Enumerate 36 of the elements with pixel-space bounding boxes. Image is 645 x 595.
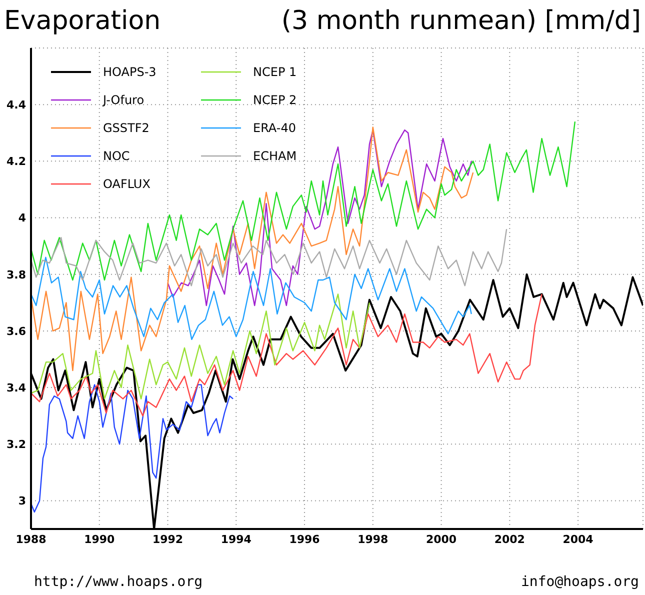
legend-label: NOC: [103, 149, 130, 163]
legend-label: ERA-40: [253, 121, 296, 135]
x-tick-label: 1988: [16, 532, 46, 546]
y-tick-label: 3.6: [6, 324, 26, 338]
text: http://www.hoaps.org: [34, 574, 203, 590]
chart-subtitle: (3 month runmean) [mm/d]: [281, 6, 641, 36]
y-tick-label: 3.2: [6, 438, 26, 452]
chart-title: Evaporation: [4, 6, 161, 36]
legend-label: GSSTF2: [103, 121, 150, 135]
legend-label: HOAPS-3: [103, 65, 156, 79]
x-tick-label: 2002: [494, 532, 525, 546]
y-tick-label: 3.8: [6, 268, 26, 282]
line-series: [31, 256, 472, 340]
line-series: [31, 384, 234, 513]
legend-label: NCEP 2: [253, 93, 297, 107]
y-tick-label: 4.2: [6, 155, 26, 168]
legend-label: NCEP 1: [253, 65, 297, 79]
legend-label: OAFLUX: [103, 177, 150, 191]
x-tick-label: 1990: [84, 532, 116, 546]
y-tick-label: 4.4: [6, 98, 26, 112]
y-tick-label: 3.4: [6, 381, 26, 394]
line-series: [31, 294, 542, 416]
y-tick-label: 4: [18, 212, 26, 225]
legend-label: ECHAM: [253, 149, 297, 163]
line-series: [31, 120, 576, 281]
x-tick-label: 1996: [289, 532, 320, 546]
line-series: [31, 294, 370, 400]
x-tick-label: 2000: [426, 532, 457, 546]
x-tick-label: 1994: [220, 532, 252, 546]
x-tick-label: 1998: [358, 532, 388, 546]
y-tick-label: 3: [18, 494, 26, 508]
text: info@hoaps.org: [520, 574, 639, 590]
legend-label: J-Ofuro: [103, 93, 144, 107]
x-tick-label: 2004: [562, 532, 594, 546]
x-tick-label: 1992: [152, 532, 184, 546]
line-series: [31, 228, 508, 286]
